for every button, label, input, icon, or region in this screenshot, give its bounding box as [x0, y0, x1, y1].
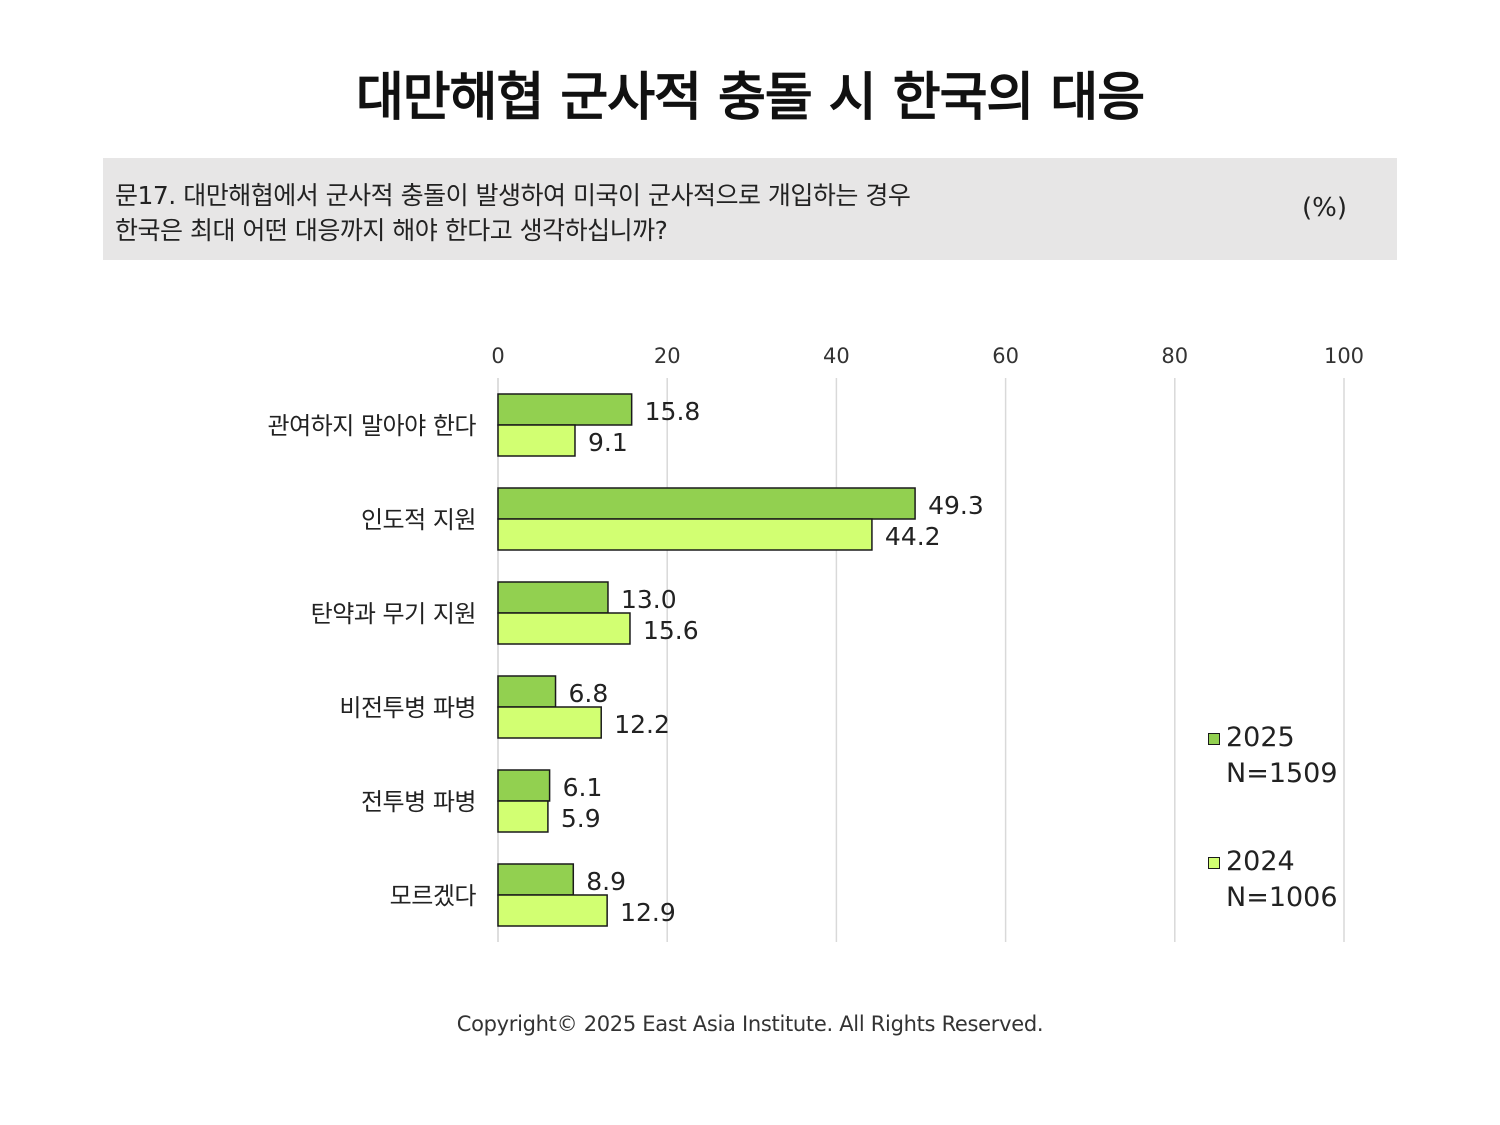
x-tick-label: 80 [1161, 344, 1188, 368]
legend-year-2025: 2025 [1226, 722, 1295, 753]
legend-sample-2024: N=1006 [1226, 882, 1338, 913]
grid-lines [497, 378, 1345, 942]
legend-swatch-2025 [1208, 733, 1220, 745]
legend-sample-2025: N=1509 [1226, 758, 1338, 789]
bar-2024-4 [497, 800, 549, 833]
bar-2024-2 [497, 612, 631, 645]
x-tick-label: 100 [1324, 344, 1364, 368]
category-label: 관여하지 말아야 한다 [268, 412, 477, 440]
data-label-2024-0: 9.1 [588, 428, 628, 457]
bar-2025-1 [497, 487, 916, 520]
data-label-2025-2: 13.0 [621, 585, 677, 614]
category-label: 비전투병 파병 [339, 694, 476, 722]
data-label-2024-2: 15.6 [643, 616, 699, 645]
data-label-2025-4: 6.1 [563, 773, 603, 802]
data-labels: 15.8 9.1 49.344.2 13.015.6 6.812.2 6.15.9 8.91… [561, 397, 984, 927]
legend-swatch-2024 [1208, 857, 1220, 869]
copyright: Copyright© 2025 East Asia Institute. All… [456, 1012, 1044, 1036]
bar-2025-4 [497, 769, 551, 802]
data-label-2025-1: 49.3 [928, 491, 984, 520]
bar-2025-0 [497, 393, 633, 426]
category-label: 탄약과 무기 지원 [311, 600, 476, 628]
legend-year-2024: 2024 [1226, 846, 1295, 877]
bar-2024-3 [497, 706, 602, 739]
x-axis-ticks: 0 20 40 60 80 100 [491, 344, 1364, 368]
question-line-1: 문17. 대만해협에서 군사적 충돌이 발생하여 미국이 군사적으로 개입하는 … [115, 181, 911, 210]
bar-2024-0 [497, 424, 576, 457]
bar-2025-2 [497, 581, 609, 614]
data-label-2024-5: 12.9 [620, 898, 676, 927]
bar-2025-5 [497, 863, 575, 896]
data-label-2024-4: 5.9 [561, 804, 601, 833]
data-label-2025-3: 6.8 [569, 679, 609, 708]
bar-2024-1 [497, 518, 873, 551]
unit-label: (%) [1302, 193, 1347, 223]
question-box: 문17. 대만해협에서 군사적 충돌이 발생하여 미국이 군사적으로 개입하는 … [103, 158, 1397, 260]
data-label-2024-3: 12.2 [614, 710, 670, 739]
x-tick-label: 40 [823, 344, 850, 368]
x-tick-label: 60 [992, 344, 1019, 368]
data-label-2024-1: 44.2 [885, 522, 941, 551]
category-label: 인도적 지원 [361, 506, 476, 534]
question-line-2: 한국은 최대 어떤 대응까지 해야 한다고 생각하십니까? [115, 216, 668, 245]
x-tick-label: 20 [654, 344, 681, 368]
data-label-2025-0: 15.8 [645, 397, 701, 426]
category-label: 전투병 파병 [361, 788, 476, 816]
chart-title: 대만해협 군사적 충돌 시 한국의 대응 [355, 68, 1145, 128]
category-label: 모르겠다 [390, 882, 477, 910]
bar-2024-5 [497, 894, 608, 927]
data-label-2025-5: 8.9 [586, 867, 626, 896]
x-tick-label: 0 [491, 344, 504, 368]
bar-2025-3 [497, 675, 557, 708]
bars [497, 393, 916, 927]
